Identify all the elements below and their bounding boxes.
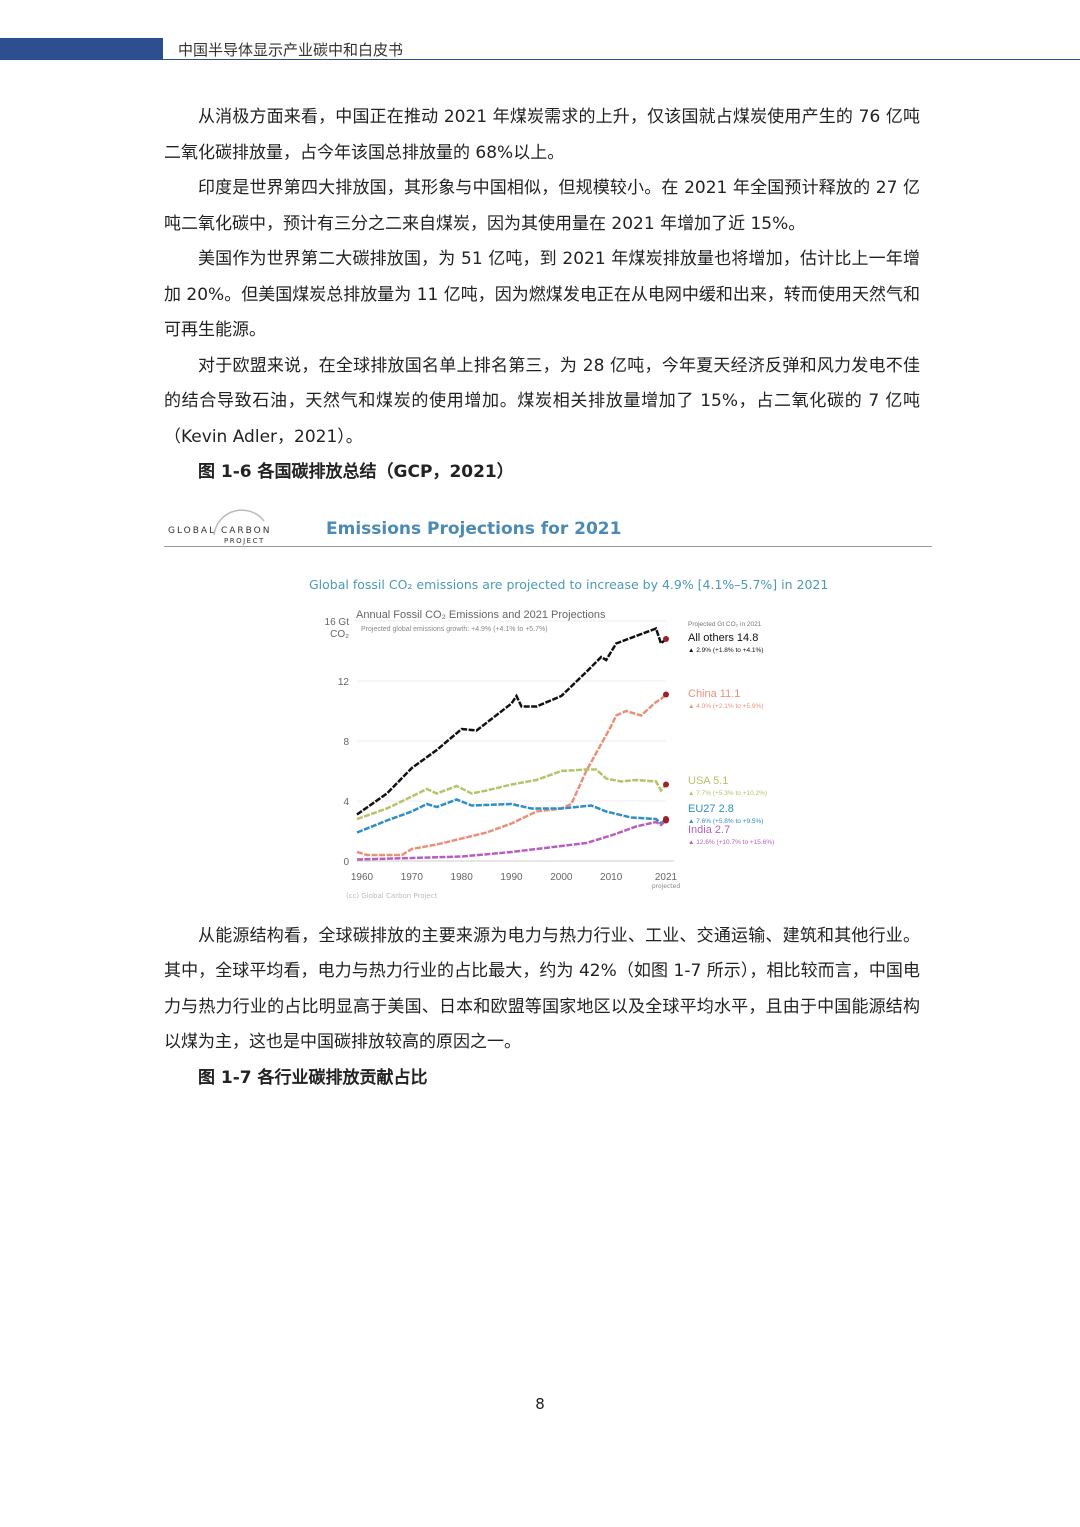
body-text: 从消极方面来看，中国正在推动 2021 年煤炭需求的上升，仅该国就占煤炭使用产生… bbox=[164, 100, 932, 1096]
projection-point bbox=[663, 691, 669, 697]
paragraph: 印度是世界第四大排放国，其形象与中国相似，但规模较小。在 2021 年全国预计释… bbox=[164, 178, 920, 234]
figure-gcp: GLOBAL CARBON PROJECT Emissions Projecti… bbox=[164, 499, 932, 909]
series-line-all-others bbox=[356, 626, 667, 816]
legend-header: Projected Gt CO₂ in 2021 bbox=[688, 621, 762, 628]
paragraph: 从消极方面来看，中国正在推动 2021 年煤炭需求的上升，仅该国就占煤炭使用产生… bbox=[164, 107, 920, 163]
figure-subtitle: Global fossil CO₂ emissions are projecte… bbox=[309, 576, 829, 592]
x-tick-note: projected bbox=[652, 883, 681, 890]
legend-growth: ▲ 7.6% (+5.8% to +9.5%) bbox=[688, 818, 763, 825]
projection-point bbox=[663, 635, 669, 642]
projection-point bbox=[663, 781, 669, 787]
paragraph: 美国作为世界第二大碳排放国，为 51 亿吨，到 2021 年煤炭排放量也将增加，… bbox=[164, 249, 920, 340]
header-rule bbox=[163, 59, 1080, 60]
gcp-logo: GLOBAL CARBON bbox=[168, 525, 272, 536]
y-tick-label: 12 bbox=[338, 677, 350, 688]
legend-label: EU27 2.8 bbox=[688, 803, 734, 815]
y-tick-label: 8 bbox=[343, 737, 349, 748]
legend-growth: ▲ 12.6% (+10.7% to +15.6%) bbox=[688, 839, 774, 846]
page-number: 8 bbox=[535, 1395, 545, 1413]
x-tick-label: 2021 bbox=[655, 872, 678, 883]
legend-label: China 11.1 bbox=[688, 688, 740, 700]
projection-point bbox=[663, 817, 669, 823]
chart-title: Annual Fossil CO₂ Emissions and 2021 Pro… bbox=[356, 609, 606, 621]
series-line-eu27 bbox=[356, 797, 667, 834]
series-line-china bbox=[356, 693, 667, 856]
emissions-chart: Annual Fossil CO₂ Emissions and 2021 Pro… bbox=[213, 508, 774, 900]
x-tick-label: 1960 bbox=[351, 872, 374, 883]
header-title: 中国半导体显示产业碳中和白皮书 bbox=[178, 41, 404, 59]
gcp-logo-arc bbox=[213, 508, 265, 535]
header-bar bbox=[0, 38, 163, 60]
legend-label: USA 5.1 bbox=[688, 775, 728, 787]
legend-growth: ▲ 7.7% (+5.3% to +10.2%) bbox=[688, 790, 767, 797]
figure-rule bbox=[164, 545, 932, 547]
chart-credit: (cc) Global Carbon Project bbox=[346, 892, 438, 900]
legend-label: All others 14.8 bbox=[688, 632, 758, 644]
gcp-logo-sub: PROJECT bbox=[224, 536, 265, 545]
figure-title: Emissions Projections for 2021 bbox=[326, 518, 622, 539]
y-tick-label: 0 bbox=[343, 857, 349, 868]
figure-caption: 图 1-6 各国碳排放总结（GCP，2021） bbox=[198, 462, 514, 482]
figure-caption: 图 1-7 各行业碳排放贡献占比 bbox=[198, 1067, 428, 1088]
y-axis-unit: CO₂ bbox=[330, 629, 349, 640]
chart-subtitle: Projected global emissions growth: +4.9%… bbox=[361, 626, 548, 633]
series-line-usa bbox=[356, 767, 667, 820]
x-tick-label: 2000 bbox=[550, 872, 573, 883]
series-line-india bbox=[356, 819, 667, 861]
x-tick-label: 2010 bbox=[600, 872, 623, 883]
y-tick-label: 16 Gt bbox=[325, 617, 350, 628]
paragraph: 对于欧盟来说，在全球排放国名单上排名第三，为 28 亿吨，今年夏天经济反弹和风力… bbox=[164, 355, 920, 447]
x-tick-label: 1970 bbox=[401, 872, 424, 883]
legend-growth: ▲ 4.0% (+2.1% to +5.9%) bbox=[688, 703, 763, 710]
x-tick-label: 1990 bbox=[500, 872, 523, 883]
y-tick-label: 4 bbox=[343, 797, 349, 808]
legend-growth: ▲ 2.9% (+1.8% to +4.1%) bbox=[688, 647, 763, 654]
legend-label: India 2.7 bbox=[688, 824, 730, 836]
paragraph: 从能源结构看，全球碳排放的主要来源为电力与热力行业、工业、交通运输、建筑和其他行… bbox=[164, 925, 920, 1053]
x-tick-label: 1980 bbox=[451, 872, 474, 883]
